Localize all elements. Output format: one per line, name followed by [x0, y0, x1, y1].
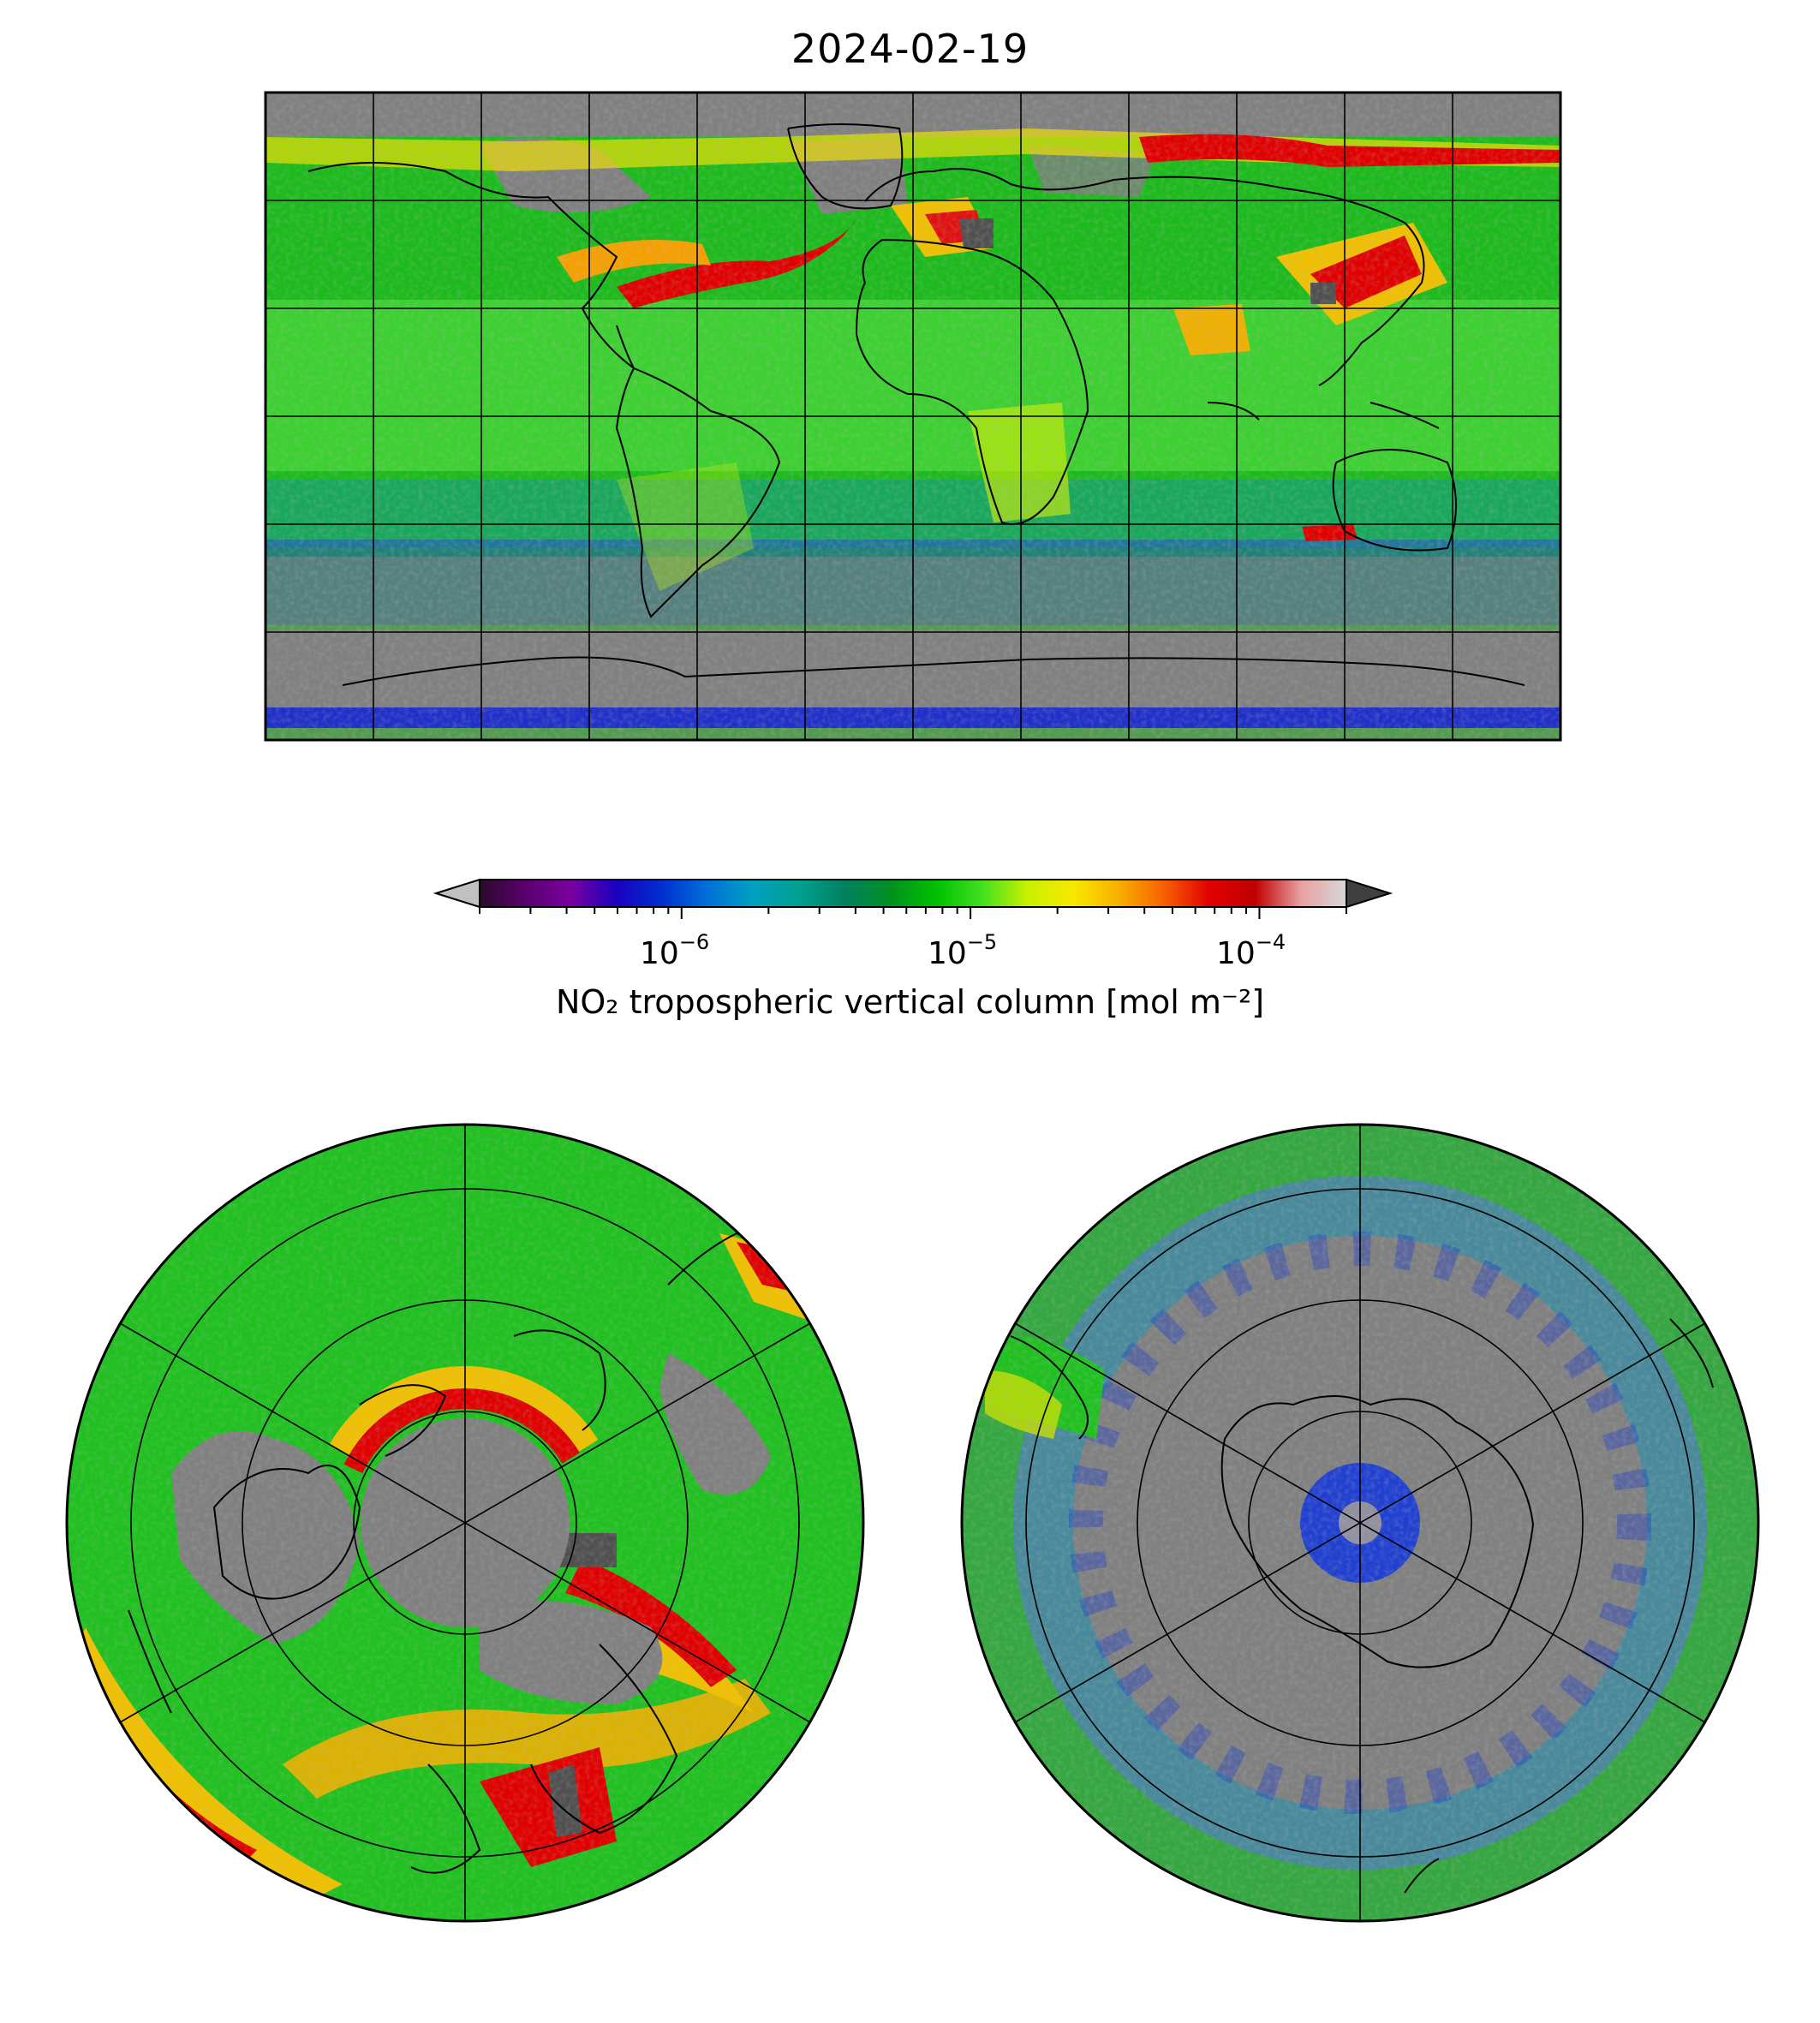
global-coastlines — [307, 123, 1525, 686]
tick-exp-1: −6 — [678, 930, 710, 954]
tick-exp-2: −5 — [966, 930, 998, 954]
colorbar-tick-label-1e-5: 10−5 — [928, 930, 997, 971]
colorbar-frame — [479, 879, 1347, 908]
tick-base-2: 10 — [928, 936, 967, 971]
colorbar-tick-label-1e-4: 10−4 — [1216, 930, 1286, 971]
figure-title: 2024-02-19 — [791, 26, 1029, 72]
north-frame — [65, 1123, 865, 1923]
north-coastlines — [128, 1232, 789, 1874]
colorbar — [433, 878, 1393, 919]
global-map — [264, 91, 1562, 742]
north-polar-map — [65, 1123, 865, 1923]
south-coastlines — [1010, 1318, 1714, 1894]
colorbar-tick-label-1e-6: 10−6 — [640, 930, 709, 971]
tick-base-1: 10 — [640, 936, 679, 971]
global-gridlines — [266, 92, 1560, 740]
colorbar-gradient — [480, 880, 1346, 907]
north-gridlines — [119, 1125, 811, 1921]
colorbar-over-extension — [1346, 878, 1393, 909]
colorbar-ticks — [479, 907, 1347, 919]
south-frame — [960, 1123, 1760, 1923]
colorbar-label: NO₂ tropospheric vertical column [mol m⁻… — [555, 983, 1265, 1021]
global-frame — [264, 91, 1562, 742]
tick-exp-3: −4 — [1255, 930, 1286, 954]
colorbar-under-extension — [433, 878, 480, 909]
south-gridlines — [1014, 1125, 1706, 1921]
tick-base-3: 10 — [1216, 936, 1256, 971]
south-polar-map — [960, 1123, 1760, 1923]
